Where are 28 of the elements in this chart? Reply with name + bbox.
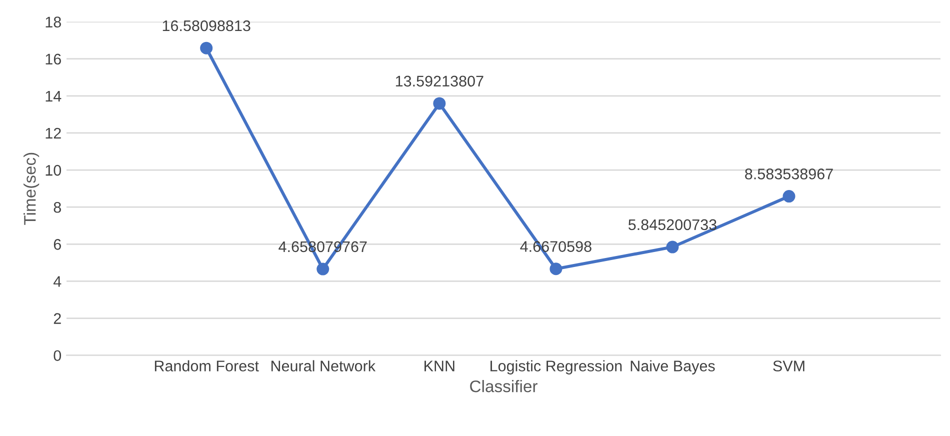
- data-label: 13.59213807: [396, 76, 484, 87]
- y-tick-label: 0: [54, 350, 62, 362]
- y-tick-label: 18: [46, 16, 61, 28]
- x-tick-label: SVM: [773, 360, 804, 372]
- data-label: 5.845200733: [628, 219, 716, 230]
- y-tick-label: 6: [54, 239, 61, 250]
- y-tick-label: 16: [46, 54, 61, 65]
- y-tick-label: 10: [46, 164, 62, 176]
- point: [666, 240, 679, 254]
- y-tick-label: 12: [46, 128, 61, 139]
- point: [782, 190, 796, 203]
- point: [433, 97, 446, 110]
- y-tick-label: 14: [46, 90, 62, 102]
- data-label: 8.583538967: [745, 168, 833, 180]
- y-tick-label: 2: [54, 313, 61, 324]
- x-axis-title: Classifier: [470, 380, 538, 392]
- point: [200, 42, 213, 54]
- y-tick-label: 8: [54, 202, 61, 213]
- x-tick-label: Neural Network: [271, 360, 376, 372]
- point: [316, 262, 330, 276]
- x-tick-label: Naive Bayes: [630, 360, 715, 374]
- x-tick-label: Logistic Regression: [490, 360, 622, 374]
- y-tick-label: 4: [53, 276, 62, 287]
- x-tick-label: KNN: [424, 360, 454, 372]
- y-axis-title: Time(sec): [24, 152, 40, 225]
- data-label: 16.58098813: [162, 20, 250, 32]
- x-tick-label: Random Forest: [154, 360, 259, 372]
- point: [550, 262, 562, 276]
